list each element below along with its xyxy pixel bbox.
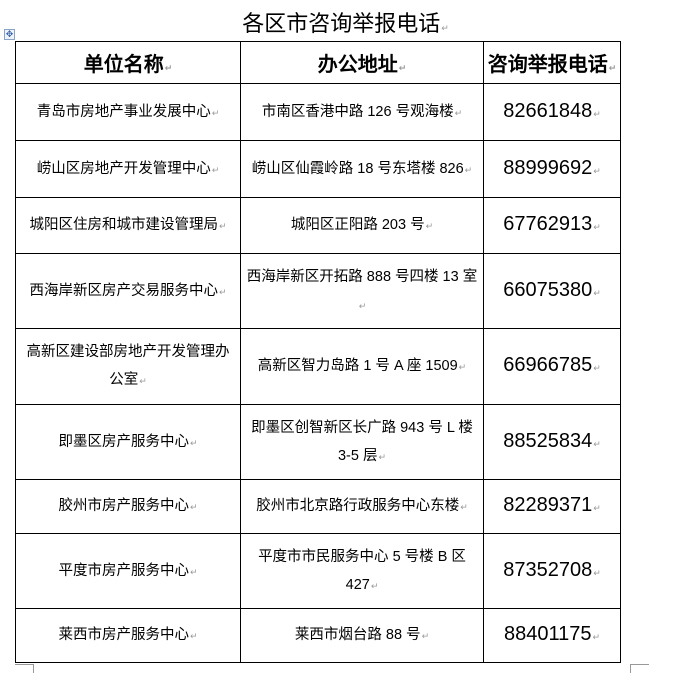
- cell-phone: 82661848: [483, 83, 621, 141]
- cell-address: 西海岸新区开拓路 888 号四楼 13 室: [240, 253, 484, 329]
- table-row: 城阳区住房和城市建设管理局 城阳区正阳路 203 号 67762913: [15, 197, 621, 254]
- table-row: 莱西市房产服务中心 莱西市烟台路 88 号 88401175: [15, 608, 621, 663]
- page-margin-corner-right: [630, 664, 649, 673]
- cell-address: 崂山区仙霞岭路 18 号东塔楼 826: [240, 140, 484, 198]
- header-phone: 咨询举报电话: [483, 41, 621, 84]
- contact-table: 单位名称 办公地址 咨询举报电话 青岛市房地产事业发展中心 市南区香港中路 12…: [15, 41, 621, 663]
- cell-address: 胶州市北京路行政服务中心东楼: [240, 479, 484, 534]
- table-row: 即墨区房产服务中心 即墨区创智新区长广路 943 号 L 楼 3-5 层 885…: [15, 404, 621, 480]
- cell-phone: 87352708: [483, 533, 621, 609]
- cell-name: 青岛市房地产事业发展中心: [15, 83, 241, 141]
- cell-name: 平度市房产服务中心: [15, 533, 241, 609]
- page-margin-corner-left: [15, 664, 34, 673]
- cell-phone: 88999692: [483, 140, 621, 198]
- table-header-row: 单位名称 办公地址 咨询举报电话: [15, 41, 621, 84]
- cell-address: 市南区香港中路 126 号观海楼: [240, 83, 484, 141]
- cell-phone: 88401175: [483, 608, 621, 663]
- table-row: 崂山区房地产开发管理中心 崂山区仙霞岭路 18 号东塔楼 826 8899969…: [15, 140, 621, 198]
- cell-name: 高新区建设部房地产开发管理办公室: [15, 328, 241, 405]
- cell-address: 即墨区创智新区长广路 943 号 L 楼 3-5 层: [240, 404, 484, 480]
- table-row: 胶州市房产服务中心 胶州市北京路行政服务中心东楼 82289371: [15, 479, 621, 534]
- document-title: 各区市咨询举报电话: [0, 10, 677, 42]
- cell-address: 莱西市烟台路 88 号: [240, 608, 484, 663]
- cell-phone: 66075380: [483, 253, 621, 329]
- header-name: 单位名称: [15, 41, 241, 84]
- header-address: 办公地址: [240, 41, 484, 84]
- cell-phone: 88525834: [483, 404, 621, 480]
- table-row: 青岛市房地产事业发展中心 市南区香港中路 126 号观海楼 82661848: [15, 83, 621, 141]
- cell-name: 西海岸新区房产交易服务中心: [15, 253, 241, 329]
- cell-phone: 66966785: [483, 328, 621, 405]
- cell-name: 城阳区住房和城市建设管理局: [15, 197, 241, 254]
- cell-address: 高新区智力岛路 1 号 A 座 1509: [240, 328, 484, 405]
- table-move-handle-icon[interactable]: ✥: [4, 29, 15, 40]
- table-row: 西海岸新区房产交易服务中心 西海岸新区开拓路 888 号四楼 13 室 6607…: [15, 253, 621, 329]
- table-row: 高新区建设部房地产开发管理办公室 高新区智力岛路 1 号 A 座 1509 66…: [15, 328, 621, 405]
- cell-name: 莱西市房产服务中心: [15, 608, 241, 663]
- cell-address: 城阳区正阳路 203 号: [240, 197, 484, 254]
- cell-phone: 67762913: [483, 197, 621, 254]
- cell-address: 平度市市民服务中心 5 号楼 B 区 427: [240, 533, 484, 609]
- cell-phone: 82289371: [483, 479, 621, 534]
- table-row: 平度市房产服务中心 平度市市民服务中心 5 号楼 B 区 427 8735270…: [15, 533, 621, 609]
- cell-name: 即墨区房产服务中心: [15, 404, 241, 480]
- cell-name: 胶州市房产服务中心: [15, 479, 241, 534]
- cell-name: 崂山区房地产开发管理中心: [15, 140, 241, 198]
